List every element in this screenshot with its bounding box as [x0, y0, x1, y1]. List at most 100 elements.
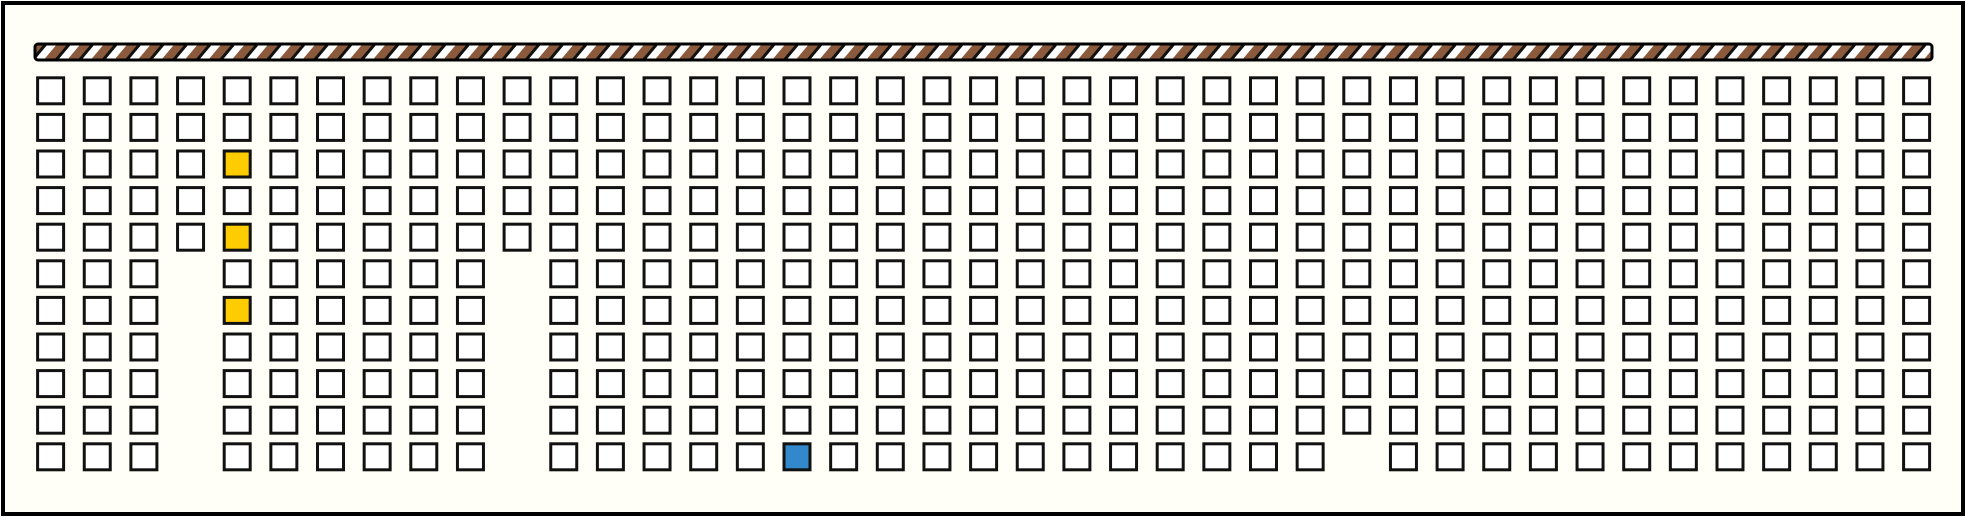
cell[interactable] — [82, 222, 112, 252]
cell[interactable] — [269, 222, 299, 252]
cell[interactable] — [1062, 186, 1092, 216]
cell[interactable] — [595, 222, 625, 252]
cell[interactable] — [1435, 112, 1465, 142]
cell[interactable] — [1062, 405, 1092, 435]
cell[interactable] — [922, 295, 952, 325]
cell[interactable] — [735, 149, 765, 179]
cell[interactable] — [969, 186, 999, 216]
cell[interactable] — [1155, 76, 1185, 106]
cell[interactable] — [1855, 186, 1885, 216]
cell[interactable] — [1109, 76, 1139, 106]
cell[interactable] — [1715, 295, 1745, 325]
cell[interactable] — [502, 186, 532, 216]
cell[interactable] — [176, 112, 206, 142]
cell[interactable] — [1482, 405, 1512, 435]
cell[interactable] — [1388, 405, 1418, 435]
cell[interactable] — [1902, 295, 1932, 325]
cell[interactable] — [1202, 295, 1232, 325]
cell[interactable] — [1715, 442, 1745, 472]
cell[interactable] — [875, 76, 905, 106]
cell[interactable] — [595, 405, 625, 435]
cell[interactable] — [502, 149, 532, 179]
cell[interactable] — [1295, 369, 1325, 399]
cell[interactable] — [549, 442, 579, 472]
cell[interactable] — [1762, 112, 1792, 142]
cell[interactable] — [1855, 332, 1885, 362]
cell[interactable] — [969, 295, 999, 325]
cell[interactable] — [782, 259, 812, 289]
cell[interactable] — [1762, 295, 1792, 325]
cell[interactable] — [1202, 112, 1232, 142]
cell[interactable] — [269, 369, 299, 399]
cell[interactable] — [129, 112, 159, 142]
cell[interactable] — [1249, 149, 1278, 179]
cell[interactable] — [1015, 332, 1045, 362]
cell[interactable] — [1388, 76, 1418, 106]
cell[interactable] — [1062, 149, 1092, 179]
cell[interactable] — [1855, 149, 1885, 179]
cell[interactable] — [176, 186, 206, 216]
cell[interactable] — [362, 442, 392, 472]
cell[interactable] — [595, 149, 625, 179]
cell[interactable] — [549, 369, 579, 399]
cell[interactable] — [1155, 295, 1185, 325]
cell[interactable] — [1762, 405, 1792, 435]
cell[interactable] — [1109, 149, 1139, 179]
cell[interactable] — [362, 112, 392, 142]
cell[interactable] — [1762, 442, 1792, 472]
cell[interactable] — [362, 369, 392, 399]
cell[interactable] — [1482, 369, 1512, 399]
cell[interactable] — [269, 186, 299, 216]
cell[interactable] — [1435, 332, 1465, 362]
cell[interactable] — [455, 369, 485, 399]
cell[interactable] — [1482, 295, 1512, 325]
cell[interactable] — [1575, 112, 1605, 142]
cell[interactable] — [362, 186, 392, 216]
cell[interactable] — [269, 259, 299, 289]
cell[interactable] — [1575, 76, 1605, 106]
cell[interactable] — [922, 76, 952, 106]
cell[interactable] — [689, 295, 719, 325]
cell[interactable] — [502, 222, 532, 252]
cell[interactable] — [1808, 259, 1838, 289]
cell[interactable] — [1202, 369, 1232, 399]
cell[interactable] — [1528, 259, 1558, 289]
cell[interactable] — [1155, 405, 1185, 435]
cell[interactable] — [1295, 405, 1325, 435]
cell[interactable] — [875, 405, 905, 435]
cell[interactable] — [1762, 259, 1792, 289]
cell[interactable] — [1808, 295, 1838, 325]
cell[interactable] — [222, 112, 252, 142]
cell[interactable] — [362, 295, 392, 325]
cell[interactable] — [969, 76, 999, 106]
cell[interactable] — [316, 112, 345, 142]
cell[interactable] — [1715, 332, 1745, 362]
cell[interactable] — [1715, 259, 1745, 289]
cell[interactable] — [1668, 295, 1698, 325]
cell[interactable] — [36, 222, 66, 252]
cell[interactable] — [1109, 369, 1139, 399]
cell[interactable] — [1202, 149, 1232, 179]
cell[interactable] — [1342, 295, 1372, 325]
cell[interactable] — [1855, 76, 1885, 106]
cell[interactable] — [922, 222, 952, 252]
cell[interactable] — [1668, 332, 1698, 362]
cell[interactable] — [1855, 369, 1885, 399]
cell[interactable] — [642, 186, 672, 216]
cell[interactable] — [1155, 369, 1185, 399]
cell[interactable] — [1482, 186, 1512, 216]
cell[interactable] — [269, 332, 299, 362]
cell[interactable] — [1715, 112, 1745, 142]
cell[interactable] — [1902, 405, 1932, 435]
cell[interactable] — [1155, 222, 1185, 252]
cell[interactable] — [922, 186, 952, 216]
cell[interactable] — [36, 442, 66, 472]
cell[interactable] — [782, 295, 812, 325]
cell[interactable] — [1388, 332, 1418, 362]
cell[interactable] — [269, 149, 299, 179]
cell[interactable] — [129, 186, 159, 216]
cell[interactable] — [1062, 442, 1092, 472]
cell[interactable] — [1109, 222, 1139, 252]
cell[interactable] — [1668, 149, 1698, 179]
cell[interactable] — [36, 295, 66, 325]
